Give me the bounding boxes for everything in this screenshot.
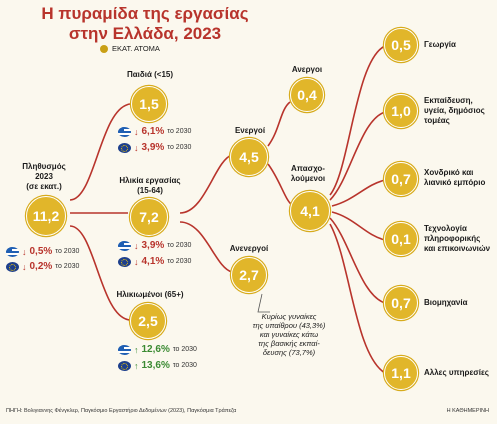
title-line-1: Η πυραμίδα της εργασίας [41,4,249,23]
population-gr-row: ↓ 0,5% το 2030 [6,246,79,257]
arrow-down-icon: ↓ [134,240,139,251]
elderly-bubble: 2,5 [130,303,166,339]
employed-label: Απασχο- λούμενοι [290,164,326,183]
sector-industry-bubble: 0,7 [384,286,418,320]
working-age-bubble: 7,2 [130,198,168,236]
inactive-note: Κυρίως γυναίκες της υπαίθρου (43,3%) και… [252,312,326,357]
population-eu-row: ↓ 0,2% το 2030 [6,261,79,272]
elderly-gr-row: ↑ 12,6% το 2030 [118,344,197,355]
working-age-gr-row: ↓ 3,9% το 2030 [118,240,191,251]
arrow-down-icon: ↓ [22,261,27,272]
sector-other-services-bubble: 1,1 [384,356,418,390]
eu-flag-icon [118,142,131,153]
children-eu-row: ↓ 3,9% το 2030 [118,142,191,153]
working-age-eu-row: ↓ 4,1% το 2030 [118,256,191,267]
eu-flag-icon [118,256,131,267]
active-bubble: 4,5 [230,138,268,176]
employed-bubble: 4,1 [290,191,330,231]
arrow-down-icon: ↓ [134,142,139,153]
elderly-eu-row: ↑ 13,6% το 2030 [118,360,197,371]
brand-label: Η ΚΑΘΗΜΕΡΙΝΗ [446,408,489,414]
arrow-up-icon: ↑ [134,360,139,371]
sector-agriculture-label: Γεωργία [424,40,456,49]
working-age-label: Ηλικία εργασίας (15-64) [119,176,181,195]
greece-flag-icon [118,344,131,355]
arrow-down-icon: ↓ [134,256,139,267]
eu-flag-icon [6,261,19,272]
sector-other-services-label: Αλλες υπηρεσίες [424,368,489,377]
elderly-label: Ηλικιωμένοι (65+) [116,290,184,299]
sector-trade-label: Χονδρικό και λιανικό εμπόριο [424,168,486,187]
legend-label: ΕΚΑΤ. ΑΤΟΜΑ [112,44,160,53]
greece-flag-icon [118,126,131,137]
sector-ict-label: Τεχνολογία πληροφορικής και επικοινωνιών [424,224,491,253]
sector-agriculture-bubble: 0,5 [384,28,418,62]
arrow-up-icon: ↑ [134,344,139,355]
children-bubble: 1,5 [131,86,167,122]
children-gr-row: ↓ 6,1% το 2030 [118,126,191,137]
arrow-down-icon: ↓ [22,246,27,257]
inactive-label: Ανενεργοί [229,244,269,253]
source-footer: ΠΗΓΗ: Βολιγιαννης Φένγκλερ, Παγκόσμιο Ερ… [6,408,237,414]
sector-education-label: Εκπαίδευση, υγεία, δημόσιος τομέας [424,96,485,125]
legend: ΕΚΑΤ. ΑΤΟΜΑ [100,44,160,53]
arrow-down-icon: ↓ [134,126,139,137]
population-label: Πληθυσμός 2023 (σε εκατ.) [22,162,66,191]
unemployed-label: Ανεργοι [291,65,323,74]
greece-flag-icon [6,246,19,257]
sector-industry-label: Βιομηχανία [424,298,468,307]
sector-trade-bubble: 0,7 [384,162,418,196]
sector-education-bubble: 1,0 [384,94,418,128]
eu-flag-icon [118,360,131,371]
greece-flag-icon [118,240,131,251]
inactive-bubble: 2,7 [231,257,267,293]
legend-dot-icon [100,44,108,53]
unemployed-bubble: 0,4 [290,78,324,112]
population-bubble: 11,2 [26,196,66,236]
children-label: Παιδιά (<15) [126,70,174,79]
active-label: Ενεργοί [234,126,266,135]
sector-ict-bubble: 0,1 [384,222,418,256]
title-line-2: στην Ελλάδα, 2023 [68,24,222,43]
